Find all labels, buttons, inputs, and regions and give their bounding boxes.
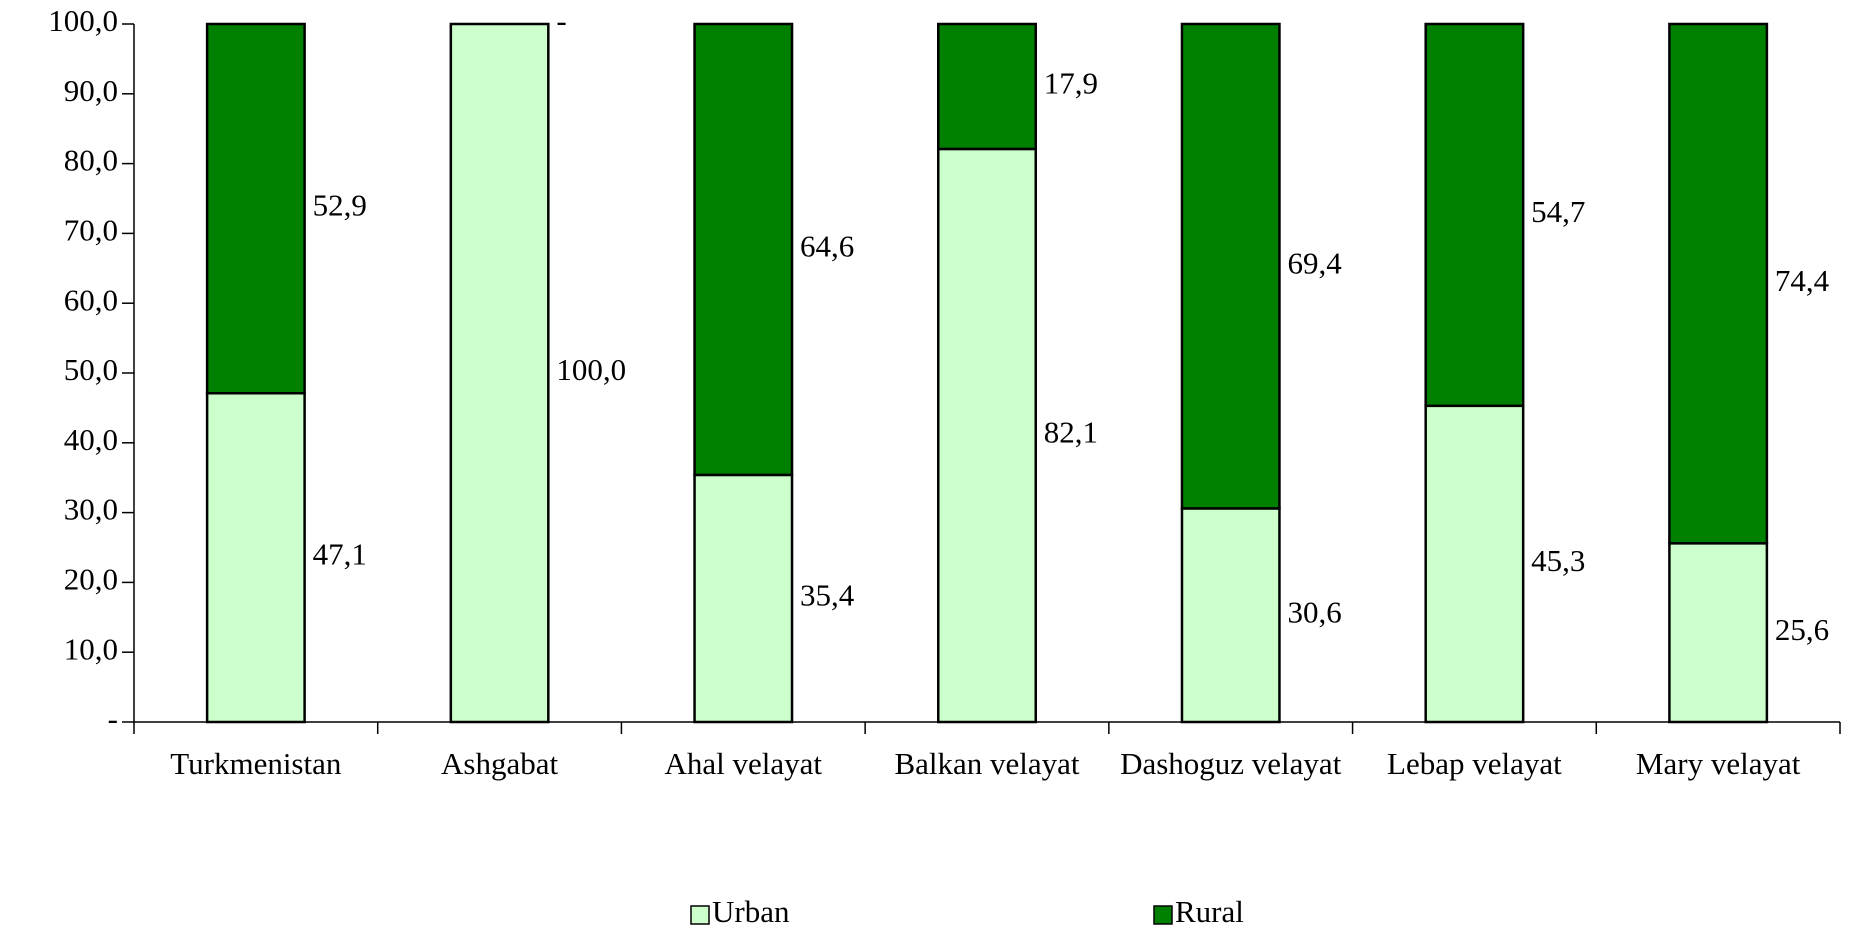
y-tick-label: 60,0 bbox=[64, 282, 118, 317]
bar-segment bbox=[937, 22, 1037, 151]
x-tick-label: Mary velayat bbox=[1635, 746, 1801, 781]
value-label: 100,0 bbox=[556, 352, 626, 387]
y-tick-label: 100,0 bbox=[48, 3, 118, 38]
value-label: 64,6 bbox=[800, 229, 854, 264]
bar-segment bbox=[1180, 507, 1281, 724]
bar-segment bbox=[693, 473, 794, 724]
x-tick-label: Turkmenistan bbox=[170, 746, 342, 781]
value-label: 52,9 bbox=[313, 188, 367, 223]
y-tick-label: 20,0 bbox=[64, 562, 118, 597]
x-tick-label: Ahal velayat bbox=[664, 746, 823, 781]
bar-segment bbox=[1424, 22, 1525, 408]
y-tick-label: 80,0 bbox=[64, 143, 118, 178]
value-label: 69,4 bbox=[1287, 245, 1342, 280]
legend-label: Urban bbox=[712, 894, 790, 929]
legend-swatch bbox=[690, 905, 710, 925]
value-label: 25,6 bbox=[1775, 612, 1829, 647]
bar-segment bbox=[1180, 22, 1281, 510]
value-label: 74,4 bbox=[1775, 263, 1830, 298]
value-label: 17,9 bbox=[1044, 66, 1098, 101]
bar-segment bbox=[937, 147, 1037, 724]
y-tick-label: - bbox=[108, 701, 118, 736]
bar-segment bbox=[449, 22, 550, 724]
bar-segment bbox=[1424, 404, 1525, 724]
value-label: 30,6 bbox=[1287, 594, 1341, 629]
value-label: 54,7 bbox=[1531, 194, 1585, 229]
bar-segment bbox=[1668, 22, 1769, 545]
y-tick-label: 50,0 bbox=[64, 352, 118, 387]
x-tick-label: Ashgabat bbox=[441, 746, 559, 781]
y-tick-label: 70,0 bbox=[64, 213, 118, 248]
legend-swatch bbox=[1153, 905, 1173, 925]
y-tick-label: 40,0 bbox=[64, 422, 118, 457]
value-label: 82,1 bbox=[1044, 415, 1098, 450]
y-tick-label: 90,0 bbox=[64, 73, 118, 108]
bar-segment bbox=[205, 391, 306, 724]
bar-segment bbox=[693, 22, 794, 477]
y-tick-label: 10,0 bbox=[64, 631, 118, 666]
bar-segment bbox=[205, 22, 306, 395]
y-tick-label: 30,0 bbox=[64, 492, 118, 527]
x-tick-label: Dashoguz velayat bbox=[1120, 746, 1342, 781]
legend-label: Rural bbox=[1175, 894, 1244, 929]
value-label: 35,4 bbox=[800, 578, 855, 613]
value-label: 45,3 bbox=[1531, 543, 1585, 578]
value-label: 47,1 bbox=[313, 537, 367, 572]
value-label: - bbox=[556, 3, 566, 38]
x-tick-label: Lebap velayat bbox=[1387, 746, 1562, 781]
bar-segment bbox=[1668, 542, 1769, 724]
x-tick-label: Balkan velayat bbox=[894, 746, 1080, 781]
